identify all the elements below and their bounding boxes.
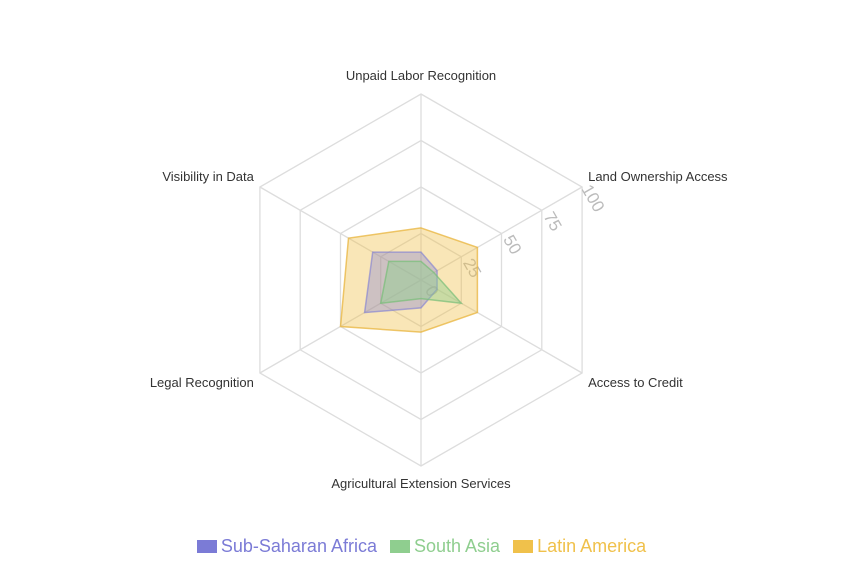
legend-label-south-asia: South Asia [413,536,501,556]
radial-tick-50: 50 [499,232,525,258]
series-area-south-asia [379,260,464,305]
legend-item-south-asia[interactable]: South Asia [389,536,501,557]
legend-swatch-sub-saharan-africa [196,540,217,553]
axis-label-legal-recognition: Legal Recognition [150,375,254,390]
axis-label-agricultural-extension-services: Agricultural Extension Services [331,476,511,491]
series-area-sub-saharan-africa [363,251,438,314]
legend-swatch-latin-america [513,540,534,553]
legend-swatch-south-asia [389,540,410,553]
axis-label-access-to-credit: Access to Credit [588,375,683,390]
spoke-5 [259,186,422,281]
legend: Sub-Saharan Africa South Asia Latin Amer… [0,536,843,557]
axis-label-unpaid-labor-recognition: Unpaid Labor Recognition [346,68,496,83]
axis-label-land-ownership-access: Land Ownership Access [588,169,728,184]
radial-tick-75: 75 [540,209,566,235]
series-area-latin-america [339,227,479,333]
legend-label-sub-saharan-africa: Sub-Saharan Africa [220,536,377,556]
legend-item-latin-america[interactable]: Latin America [513,536,646,557]
legend-item-sub-saharan-africa[interactable]: Sub-Saharan Africa [196,536,377,557]
legend-label-latin-america: Latin America [537,536,647,556]
spoke-2 [420,279,583,374]
spoke-1 [420,186,583,281]
axis-label-visibility-in-data: Visibility in Data [162,169,254,184]
